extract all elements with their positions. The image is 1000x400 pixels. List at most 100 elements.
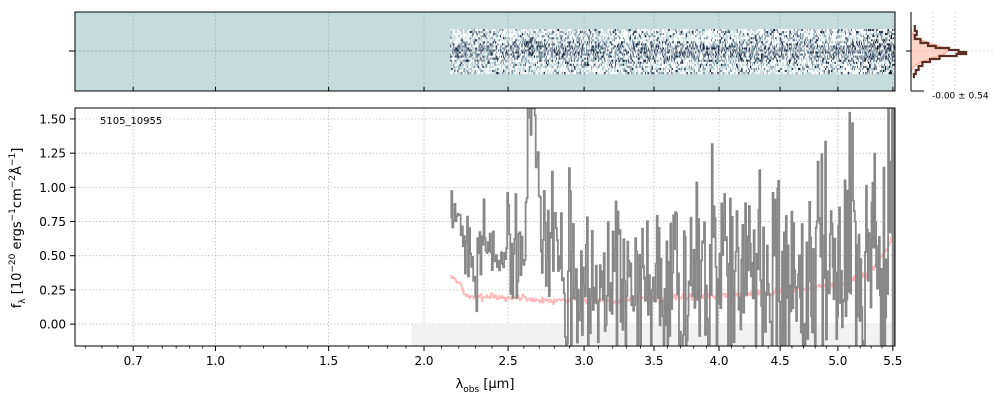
- pixel: [733, 45, 735, 48]
- pixel: [624, 57, 626, 60]
- pixel: [564, 61, 566, 64]
- pixel: [621, 49, 624, 52]
- pixel: [457, 29, 459, 32]
- pixel: [536, 35, 539, 38]
- pixel: [666, 63, 668, 66]
- pixel: [599, 45, 602, 48]
- pixel: [677, 29, 679, 32]
- pixel: [573, 53, 576, 56]
- pixel: [623, 69, 625, 73]
- pixel: [459, 31, 461, 34]
- pixel: [474, 31, 476, 34]
- pixel: [715, 59, 717, 62]
- pixel: [558, 45, 560, 48]
- pixel: [595, 57, 597, 60]
- pixel: [677, 51, 680, 54]
- pixel: [523, 35, 526, 38]
- pixel: [481, 53, 483, 56]
- pixel: [611, 63, 613, 66]
- pixel: [539, 47, 541, 50]
- pixel: [502, 55, 504, 58]
- pixel: [681, 53, 684, 56]
- pixel: [621, 45, 624, 48]
- pixel: [681, 49, 683, 52]
- pixel: [678, 57, 680, 60]
- pixel: [636, 53, 639, 56]
- pixel: [668, 49, 670, 52]
- pixel: [733, 41, 736, 44]
- pixel: [615, 72, 617, 75]
- pixel: [565, 49, 567, 52]
- pixel: [655, 61, 657, 64]
- pixel: [677, 31, 679, 34]
- pixel: [641, 49, 644, 52]
- pixel: [600, 41, 603, 44]
- pixel: [552, 65, 554, 68]
- pixel: [645, 59, 648, 62]
- pixel: [503, 69, 505, 73]
- pixel: [487, 43, 489, 46]
- pixel: [601, 72, 603, 75]
- pixel: [463, 51, 465, 54]
- pixel: [477, 51, 479, 54]
- pixel: [725, 43, 727, 46]
- pixel: [494, 39, 496, 42]
- pixel: [685, 55, 687, 58]
- pixel: [616, 45, 619, 48]
- pixel: [748, 59, 750, 62]
- pixel: [746, 59, 748, 62]
- pixel: [616, 61, 618, 64]
- pixel: [738, 55, 740, 58]
- pixel: [702, 45, 704, 48]
- pixel: [642, 61, 644, 64]
- pixel: [531, 65, 533, 68]
- pixel: [621, 39, 623, 42]
- pixel: [535, 72, 538, 75]
- pixel: [459, 45, 461, 48]
- pixel: [587, 29, 589, 32]
- pixel: [472, 49, 474, 52]
- pixel: [503, 51, 506, 54]
- pixel: [570, 47, 572, 50]
- pixel: [661, 29, 663, 32]
- pixel: [701, 59, 703, 62]
- pixel: [481, 49, 483, 52]
- pixel: [466, 53, 468, 56]
- pixel: [544, 72, 546, 75]
- pixel: [525, 49, 527, 52]
- pixel: [567, 69, 569, 73]
- pixel: [611, 37, 614, 40]
- pixel: [689, 47, 691, 50]
- pixel: [693, 53, 695, 56]
- pixel: [590, 31, 592, 34]
- pixel: [670, 33, 672, 36]
- pixel: [733, 49, 735, 52]
- pixel: [606, 43, 609, 46]
- pixel: [733, 67, 736, 71]
- pixel: [587, 49, 589, 52]
- pixel: [624, 41, 626, 44]
- pixel: [721, 61, 724, 64]
- pixel: [535, 45, 538, 48]
- pixel: [496, 45, 498, 48]
- pixel: [614, 59, 616, 62]
- pixel: [630, 72, 632, 75]
- pixel: [711, 39, 714, 42]
- pixel: [460, 31, 462, 34]
- pixel: [450, 45, 452, 48]
- pixel: [575, 49, 577, 52]
- pixel: [685, 59, 687, 62]
- pixel: [600, 65, 603, 68]
- pixel: [727, 51, 729, 54]
- pixel: [526, 33, 528, 36]
- pixel: [749, 41, 751, 44]
- pixel: [473, 65, 475, 68]
- pixel: [747, 61, 749, 64]
- pixel: [599, 57, 602, 60]
- pixel: [677, 67, 680, 71]
- pixel: [451, 72, 453, 75]
- pixel: [453, 33, 455, 36]
- pixel: [628, 45, 630, 48]
- pixel: [637, 33, 639, 36]
- pixel: [695, 49, 697, 52]
